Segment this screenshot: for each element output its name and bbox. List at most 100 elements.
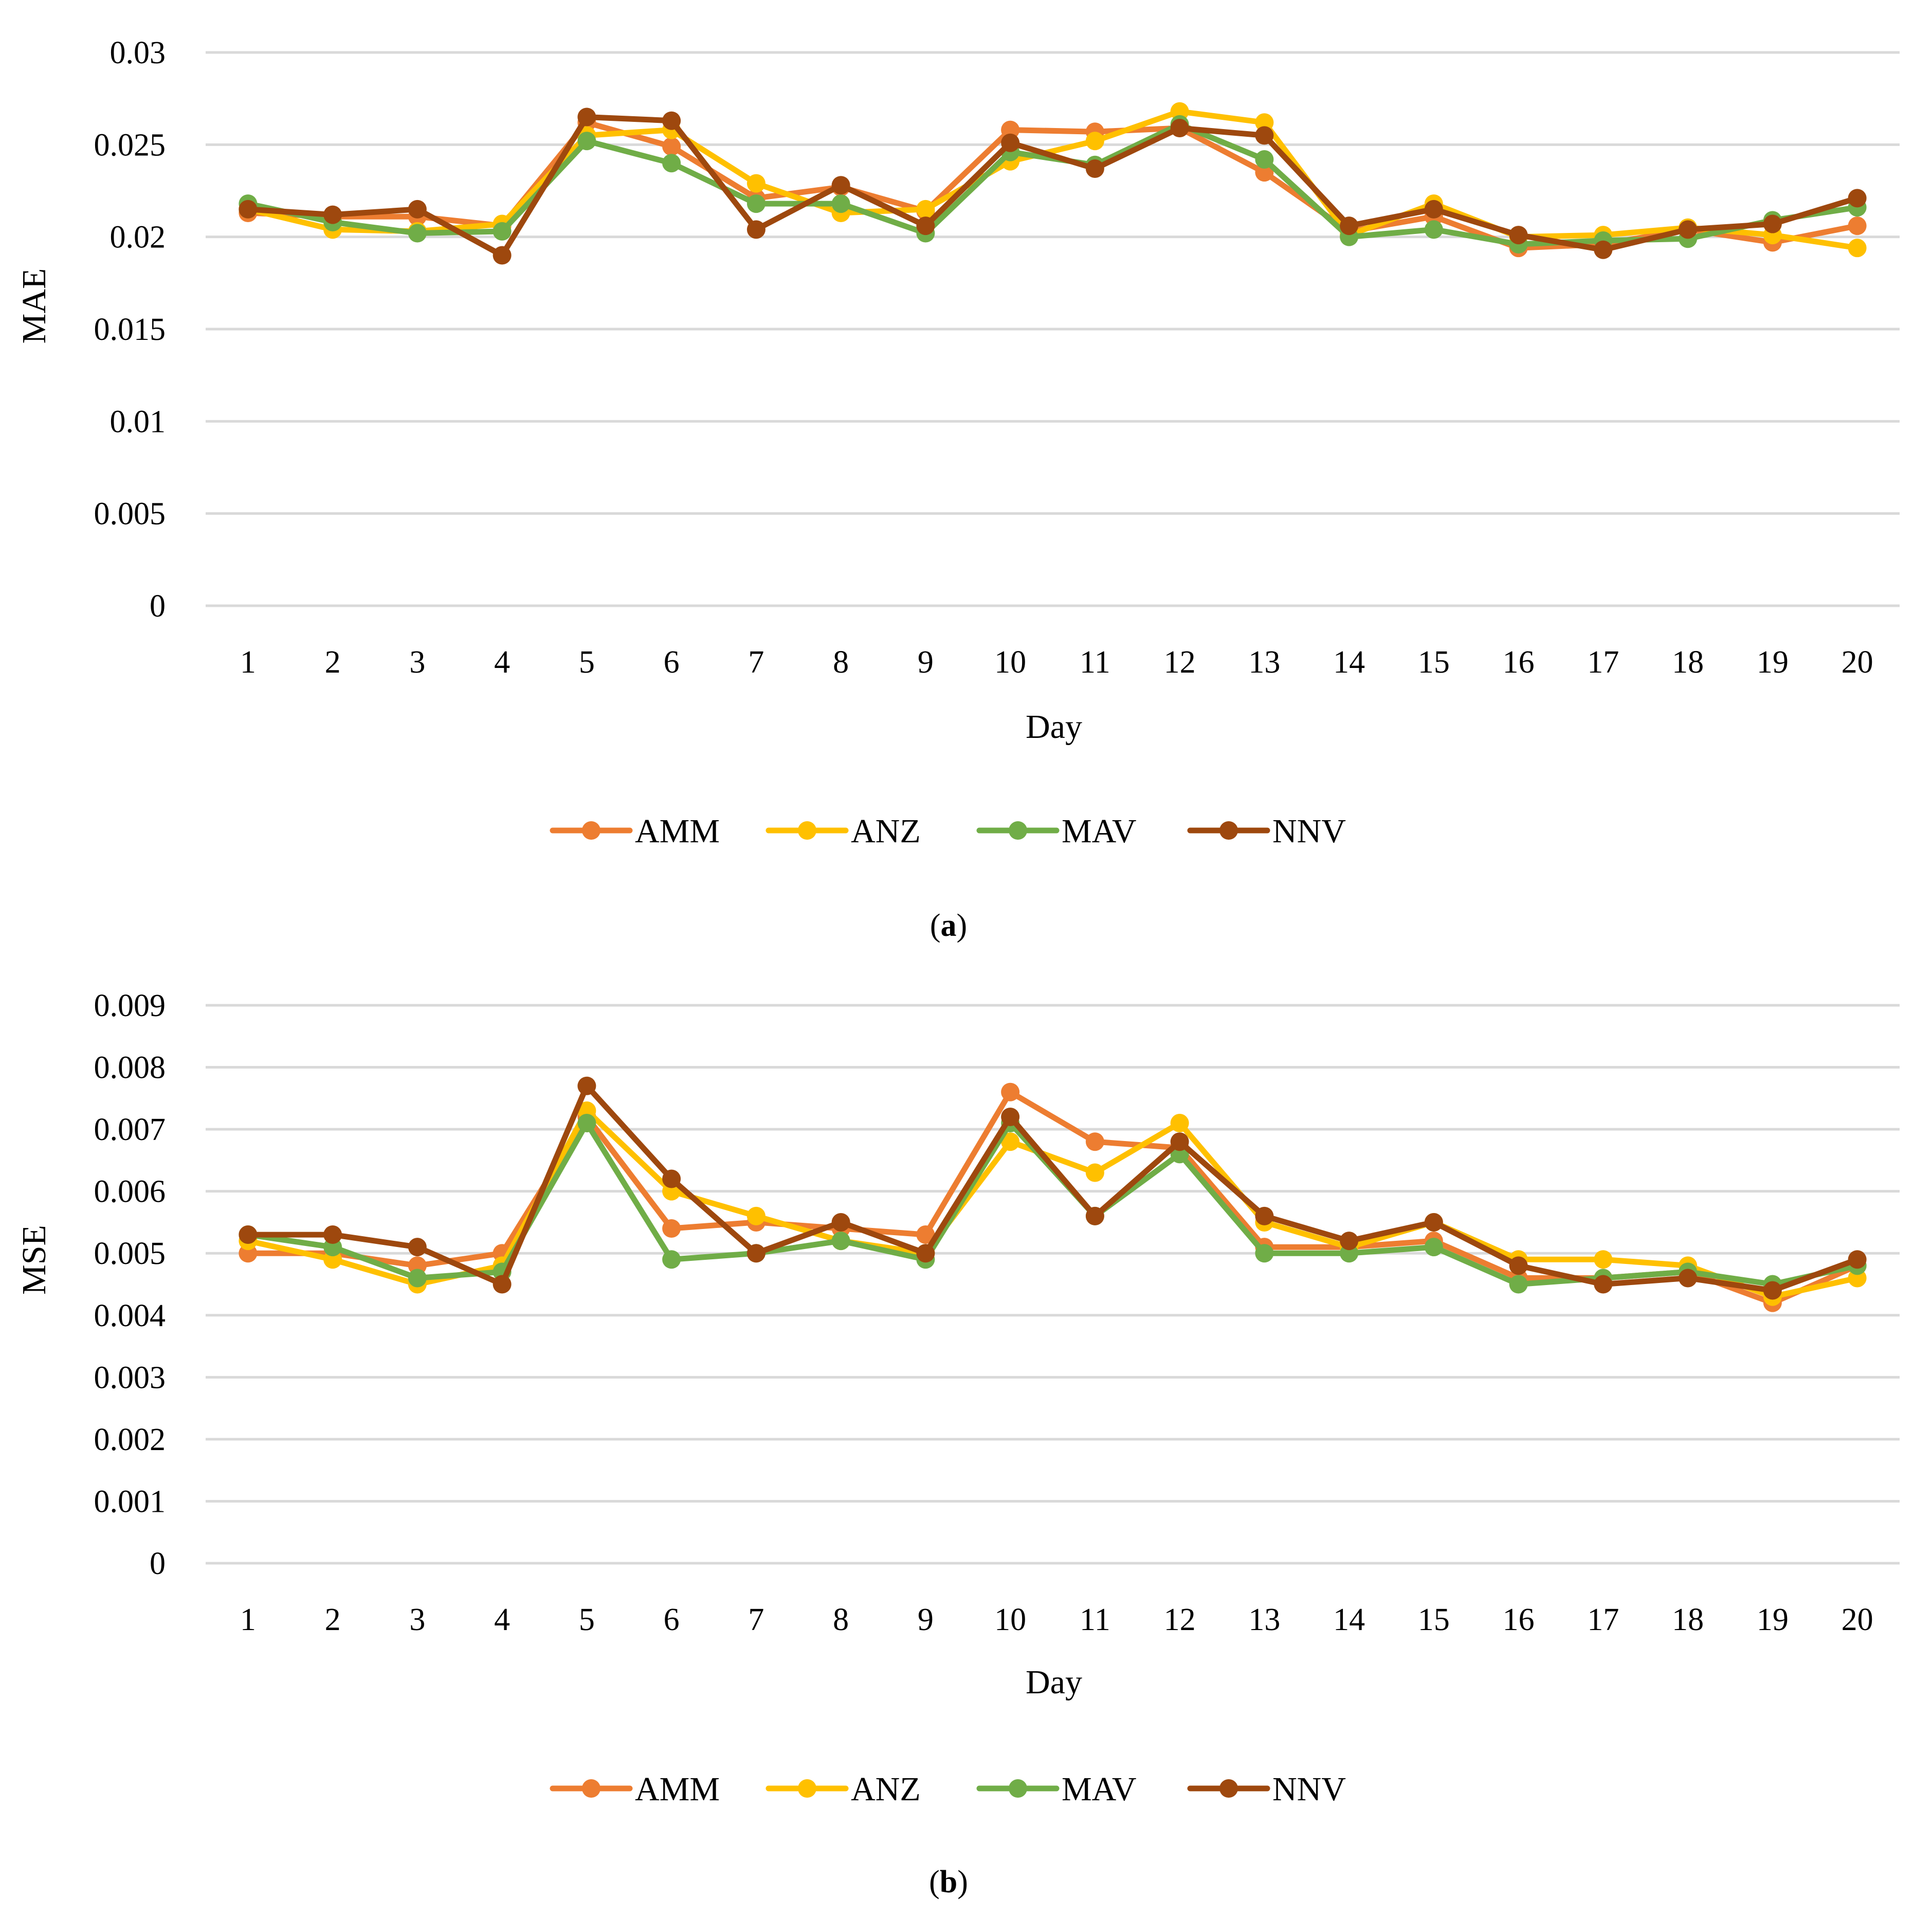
mae-point-mav	[831, 194, 850, 213]
mse-legend: AMM ANZ MAV NNV	[550, 1770, 1346, 1808]
mae-legend-label: AMM	[635, 812, 720, 850]
mae-legend-label: MAV	[1062, 812, 1137, 850]
mse-point-nnv	[1170, 1132, 1189, 1151]
mae-legend-item-mav: MAV	[976, 812, 1137, 850]
mse-point-mav	[1509, 1275, 1528, 1294]
mae-point-nnv	[1594, 240, 1613, 259]
mae-y-tick-label: 0.025	[94, 128, 166, 162]
mse-legend-item-anz: ANZ	[765, 1770, 921, 1808]
mse-x-tick-label: 11	[1080, 1602, 1110, 1637]
mse-legend-swatch-marker	[798, 1779, 816, 1798]
mae-x-tick-labels: 1 2 3 4 5 6 7 8 9 10 11 12 13 14 15 16 17 18 19 20	[240, 645, 1873, 680]
mse-x-tick-label: 18	[1672, 1602, 1704, 1637]
mae-point-nnv	[1763, 214, 1782, 233]
mse-point-nnv	[916, 1244, 935, 1263]
mae-legend-item-anz: ANZ	[765, 812, 921, 850]
mse-x-tick-labels: 1 2 3 4 5 6 7 8 9 10 11 12 13 14 15 16 17 18 19 20	[240, 1602, 1873, 1637]
mse-x-tick-label: 5	[579, 1602, 595, 1637]
mae-point-nnv	[1679, 220, 1698, 239]
mae-x-tick-label: 12	[1164, 645, 1196, 680]
mse-point-anz	[746, 1206, 765, 1225]
mae-x-tick-label: 3	[409, 645, 425, 680]
mae-point-nnv	[323, 205, 342, 224]
mse-legend-item-mav: MAV	[976, 1770, 1137, 1808]
mse-y-tick-label: 0.005	[94, 1236, 166, 1271]
mse-y-tick-label: 0	[150, 1546, 166, 1581]
mae-x-tick-label: 2	[325, 645, 341, 680]
mae-y-tick-label: 0	[150, 589, 166, 624]
mse-point-mav	[408, 1269, 427, 1288]
mse-x-tick-label: 20	[1842, 1602, 1873, 1637]
mse-x-tick-label: 14	[1333, 1602, 1365, 1637]
mse-point-nnv	[1679, 1269, 1698, 1288]
mae-point-nnv	[1340, 216, 1359, 236]
mse-point-nnv	[1085, 1206, 1104, 1225]
mse-legend-label: MAV	[1062, 1770, 1137, 1808]
mse-point-nnv	[239, 1225, 258, 1244]
mse-y-tick-label: 0.004	[94, 1298, 166, 1333]
mae-x-tick-label: 17	[1587, 645, 1619, 680]
mse-y-tick-labels: 0 0.001 0.002 0.003 0.004 0.005 0.006 0.007 0.00…	[94, 988, 166, 1581]
mse-x-tick-label: 17	[1587, 1602, 1619, 1637]
mse-x-tick-label: 2	[325, 1602, 341, 1637]
mae-x-axis-title: Day	[1026, 708, 1082, 746]
mae-point-nnv	[1001, 133, 1020, 152]
mse-y-tick-label: 0.001	[94, 1484, 166, 1519]
mae-point-anz	[1170, 102, 1189, 121]
mae-point-nnv	[408, 200, 427, 219]
mae-x-tick-label: 9	[918, 645, 934, 680]
mae-y-tick-label: 0.005	[94, 497, 166, 532]
mae-legend: AMM ANZ MAV NNV	[550, 812, 1346, 850]
mse-point-nnv	[1594, 1275, 1613, 1294]
mse-point-nnv	[1848, 1250, 1867, 1269]
mae-point-nnv	[239, 200, 258, 219]
mse-legend-item-nnv: NNV	[1187, 1770, 1346, 1808]
mae-panel-label: a	[941, 908, 957, 943]
mae-gridlines	[206, 51, 1900, 607]
mae-point-amm	[662, 137, 681, 156]
mse-point-nnv	[408, 1238, 427, 1257]
mse-point-mav	[662, 1250, 681, 1269]
mae-legend-swatch-marker	[1219, 821, 1238, 840]
mae-x-tick-label: 13	[1248, 645, 1280, 680]
mse-point-nnv	[1001, 1108, 1020, 1126]
mae-series	[239, 102, 1867, 265]
mae-x-tick-label: 18	[1672, 645, 1704, 680]
mse-point-nnv	[1424, 1213, 1443, 1232]
mae-point-nnv	[662, 111, 681, 130]
mae-x-tick-label: 4	[494, 645, 510, 680]
mse-legend-swatch-marker	[1219, 1779, 1238, 1798]
mae-y-tick-label: 0.03	[110, 35, 166, 70]
mae-y-tick-label: 0.015	[94, 312, 166, 347]
mae-x-tick-label: 15	[1418, 645, 1450, 680]
mse-x-tick-label: 10	[994, 1602, 1026, 1637]
mae-legend-label: ANZ	[851, 812, 921, 850]
mae-point-anz	[746, 174, 765, 193]
mae-legend-swatch-marker	[582, 821, 600, 840]
mse-x-tick-label: 15	[1418, 1602, 1450, 1637]
mae-point-anz	[1255, 113, 1274, 132]
mae-x-tick-label: 10	[994, 645, 1026, 680]
mse-point-anz	[1001, 1132, 1020, 1151]
mae-y-tick-label: 0.02	[110, 220, 166, 255]
mae-point-anz	[916, 200, 935, 219]
mae-point-nnv	[1509, 226, 1528, 245]
mse-x-tick-label: 12	[1164, 1602, 1196, 1637]
mae-point-nnv	[577, 107, 596, 126]
chart-panel-mse: 0 0.001 0.002 0.003 0.004 0.005 0.006 0.007 0.00…	[15, 988, 1900, 1900]
mse-x-tick-label: 6	[664, 1602, 680, 1637]
mse-point-nnv	[746, 1244, 765, 1263]
mae-point-nnv	[493, 246, 512, 265]
mse-point-mav	[831, 1232, 850, 1251]
mse-point-nnv	[831, 1213, 850, 1232]
mse-legend-label: NNV	[1272, 1770, 1346, 1808]
mae-point-mav	[408, 224, 427, 243]
mse-point-anz	[1170, 1114, 1189, 1133]
mae-legend-label: NNV	[1272, 812, 1346, 850]
mae-y-axis-title: MAE	[15, 268, 53, 344]
mse-line-nnv	[245, 1083, 1861, 1294]
mae-x-tick-label: 6	[664, 645, 680, 680]
mae-legend-item-amm: AMM	[550, 812, 720, 850]
mse-line-anz	[245, 1108, 1861, 1300]
mse-point-amm	[916, 1225, 935, 1244]
